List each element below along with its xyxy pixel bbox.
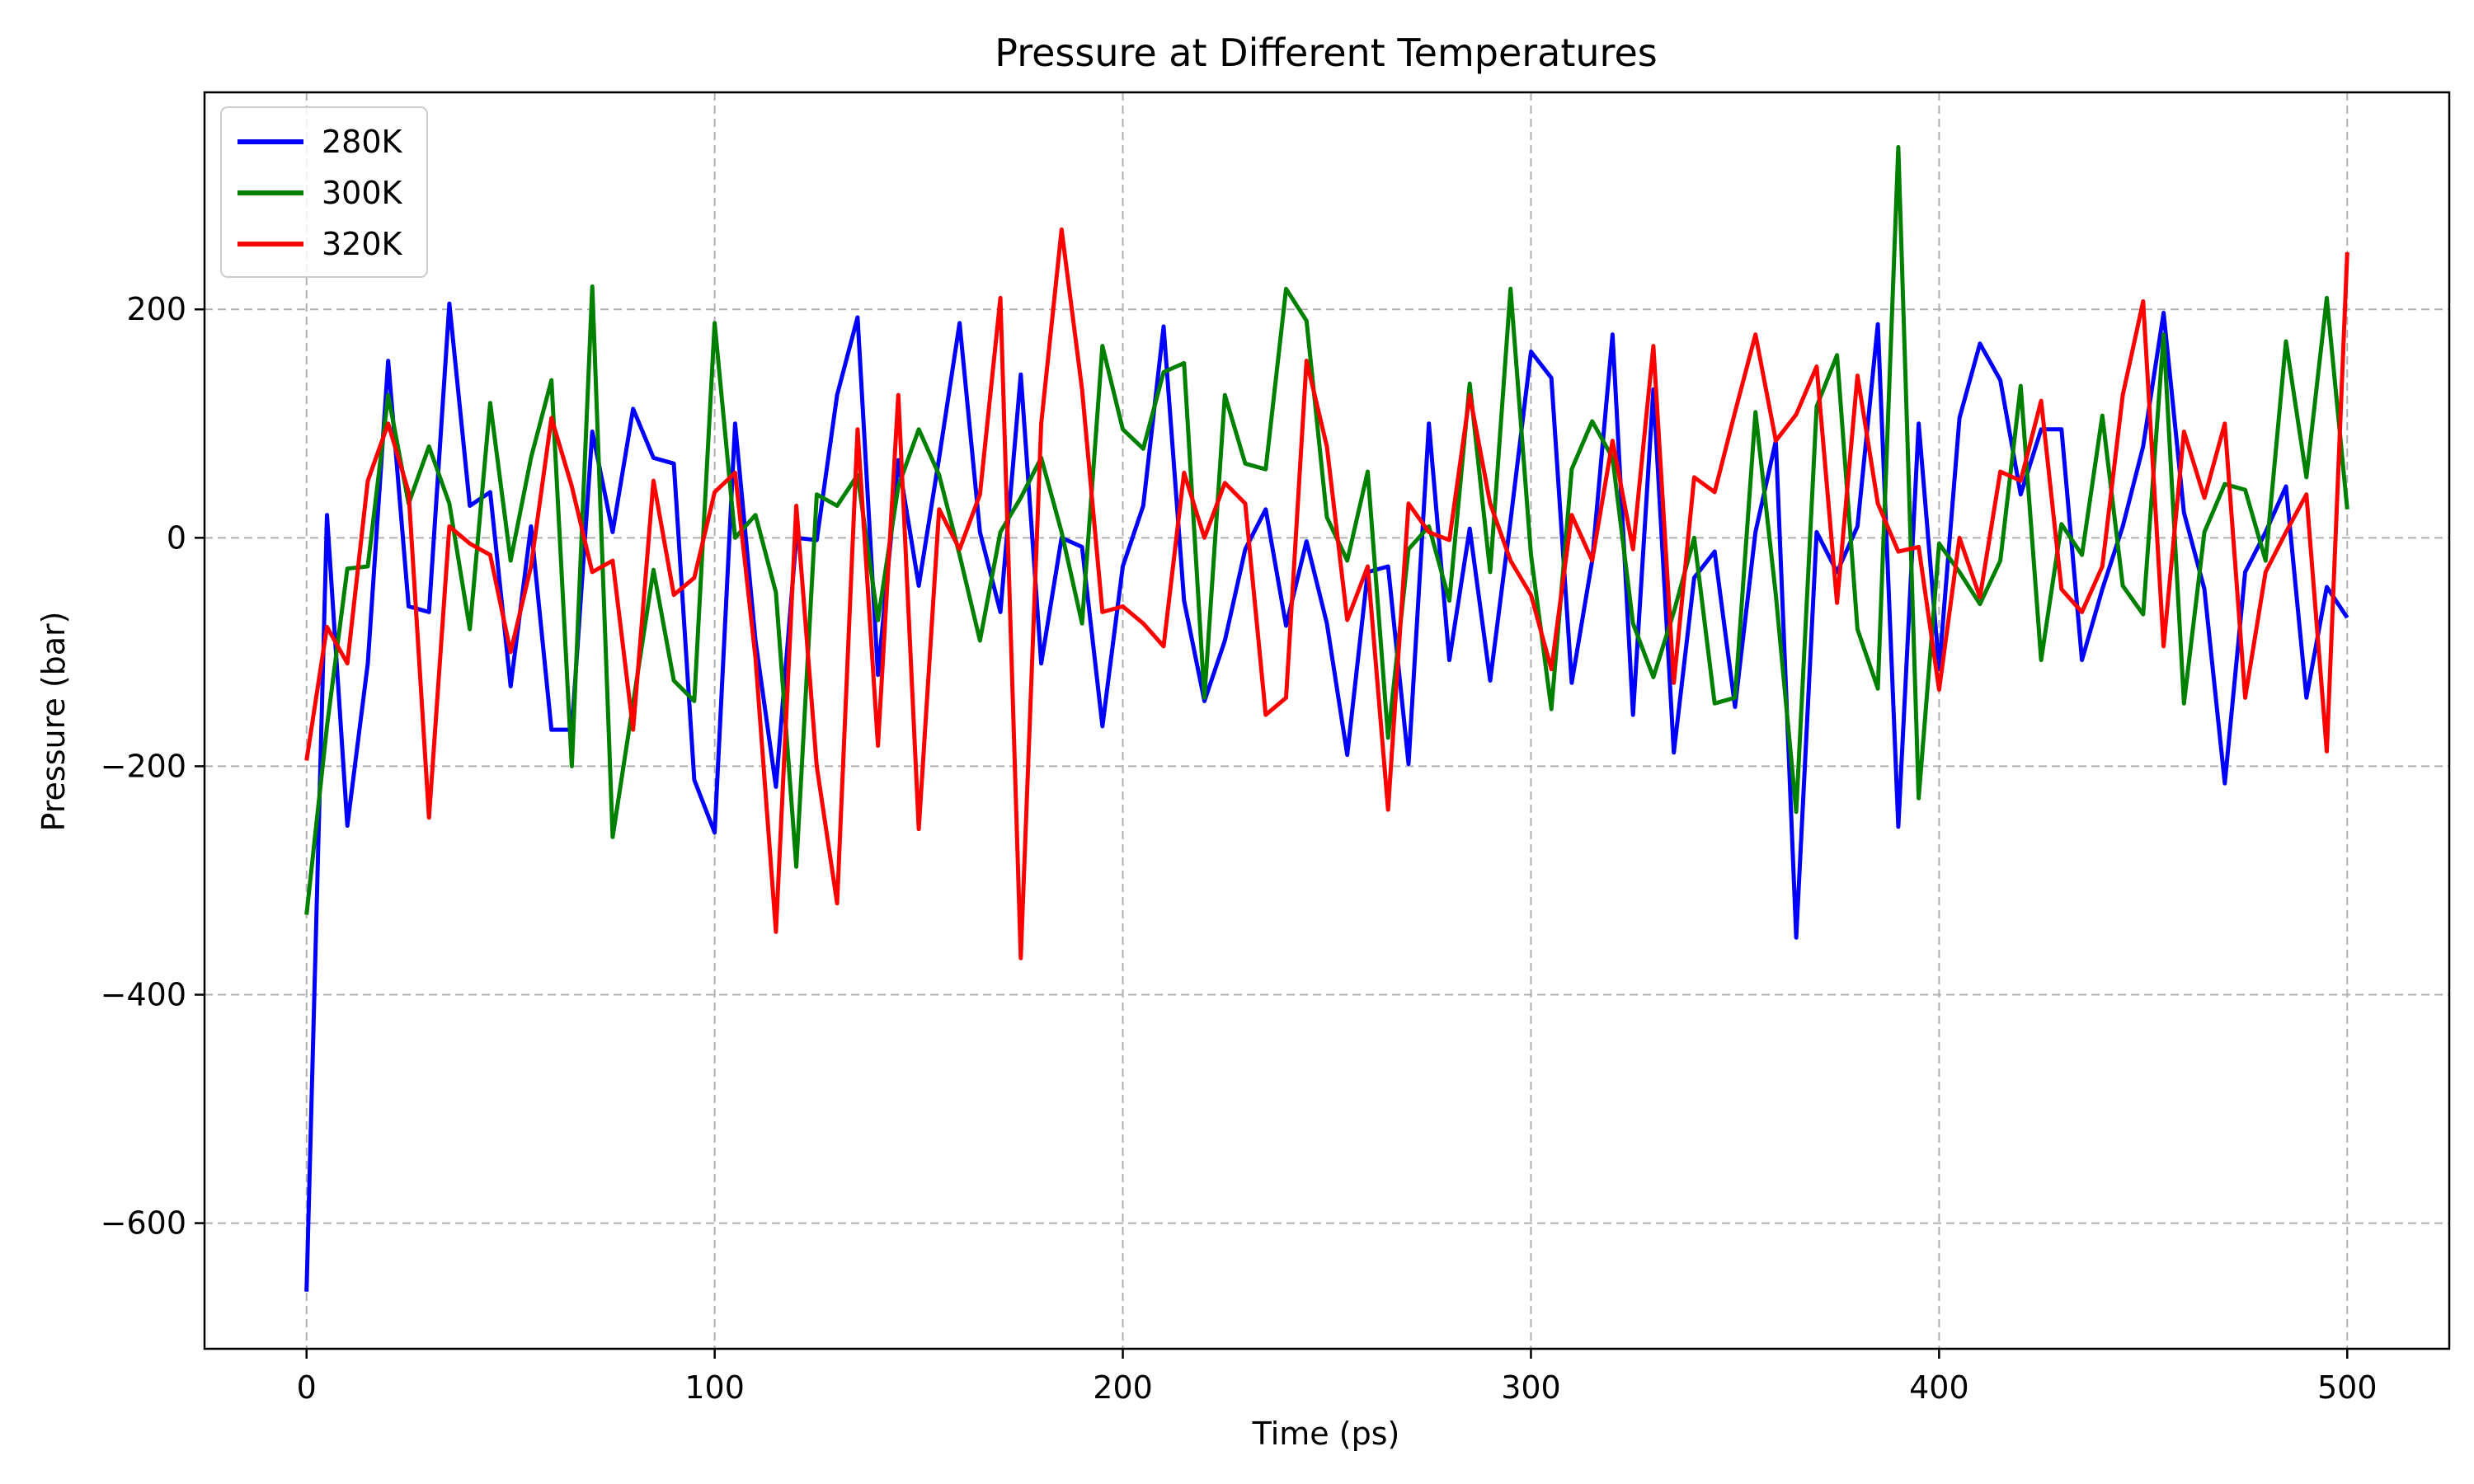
y-tick-label: −200 (101, 748, 186, 784)
y-axis-title: Pressure (bar) (35, 611, 72, 831)
x-axis-title: Time (ps) (1252, 1416, 1400, 1452)
chart-title: Pressure at Different Temperatures (995, 31, 1657, 75)
series-line-300K (304, 145, 2349, 915)
x-tick-label: 300 (1501, 1369, 1561, 1406)
x-tick-label: 0 (297, 1369, 317, 1406)
series-line-280K (304, 301, 2349, 1292)
legend-label: 320K (322, 226, 403, 262)
legend-label: 280K (322, 124, 403, 160)
legend: 280K 300K 320K (220, 106, 428, 278)
x-tick-label: 100 (684, 1369, 745, 1406)
legend-label: 300K (322, 175, 403, 211)
x-tick-label: 400 (1909, 1369, 1969, 1406)
y-tick-label: 0 (167, 519, 186, 556)
x-tick-label: 200 (1093, 1369, 1153, 1406)
y-tick-label: −600 (101, 1205, 186, 1242)
y-tick-label: 200 (126, 291, 186, 327)
y-tick-label: −400 (101, 977, 186, 1013)
axis-ticks: 0 100 200 300 400 500 −600 −400 −200 0 200 (101, 291, 2378, 1406)
series-lines (304, 145, 2349, 1292)
x-tick-label: 500 (2317, 1369, 2378, 1406)
plot-frame (203, 91, 2451, 1350)
legend-box (220, 106, 428, 278)
series-line-320K (304, 227, 2349, 960)
grid-lines (205, 92, 2449, 1349)
